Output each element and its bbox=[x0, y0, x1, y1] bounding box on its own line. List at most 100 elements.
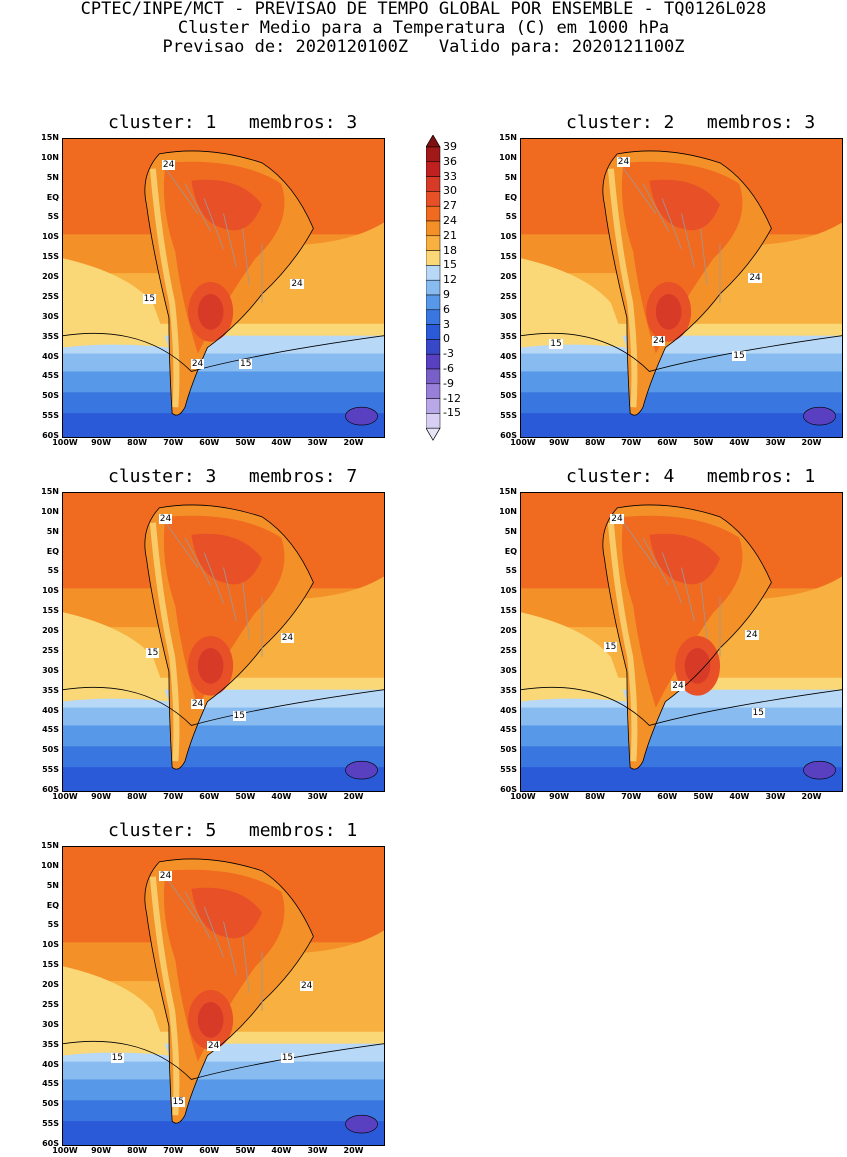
latitude-tick-label: 60S bbox=[42, 1139, 59, 1148]
latitude-tick-label: 15N bbox=[41, 133, 59, 142]
longitude-tick-label: 50W bbox=[235, 438, 256, 447]
longitude-tick-label: 70W bbox=[163, 792, 184, 801]
contour-label: 24 bbox=[616, 156, 631, 167]
latitude-tick-label: 55S bbox=[42, 411, 59, 421]
latitude-tick-label: 5S bbox=[505, 212, 517, 222]
latitude-tick-label: 45S bbox=[42, 725, 59, 735]
latitude-tick-label: 30S bbox=[500, 665, 517, 675]
longitude-tick-label: 50W bbox=[693, 438, 714, 447]
colorbar-label: 18 bbox=[443, 243, 457, 257]
colorbar-swatch bbox=[425, 161, 441, 177]
latitude-tick-label: 40S bbox=[500, 705, 517, 715]
contour-label: 15 bbox=[238, 359, 253, 370]
colorbar-swatch bbox=[425, 265, 441, 281]
longitude-tick-label: 60W bbox=[199, 438, 220, 447]
contour-label: 15 bbox=[549, 338, 563, 349]
latitude-tick-label: 20S bbox=[42, 272, 59, 282]
contour-label: 24 bbox=[190, 698, 205, 709]
colorbar-swatch bbox=[425, 368, 441, 385]
latitude-tick-label: 45S bbox=[500, 371, 517, 381]
latitude-tick-label: 60S bbox=[42, 431, 59, 440]
colorbar-label: 39 bbox=[443, 140, 457, 153]
header-line3: Previsao de: 2020120100Z Valido para: 20… bbox=[162, 37, 685, 57]
longitude-tick-label: 60W bbox=[657, 438, 678, 447]
colorbar-swatch bbox=[425, 146, 441, 163]
colorbar-label: -15 bbox=[443, 406, 461, 420]
contour-label: 15 bbox=[145, 647, 160, 658]
panel-title: cluster: 4 membros: 1 bbox=[566, 466, 816, 487]
header: CPTEC/INPE/MCT - PREVISAO DE TEMPO GLOBA… bbox=[0, 0, 847, 57]
latitude-tick-label: 25S bbox=[42, 645, 59, 655]
latitude-tick-label: 10N bbox=[41, 860, 59, 870]
contour-label: 24 bbox=[299, 981, 314, 992]
latitude-tick-label: 10N bbox=[41, 152, 59, 162]
latitude-tick-label: 35S bbox=[42, 331, 59, 341]
latitude-tick-label: 15S bbox=[42, 252, 59, 262]
longitude-tick-label: 90W bbox=[91, 792, 112, 801]
longitude-tick-label: 60W bbox=[657, 792, 678, 801]
longitude-tick-label: 80W bbox=[585, 792, 606, 801]
latitude-tick-label: 20S bbox=[500, 272, 517, 282]
contour-label: 15 bbox=[751, 707, 765, 718]
colorbar-swatch bbox=[425, 324, 441, 340]
colorbar-label: 24 bbox=[443, 214, 457, 227]
longitude-tick-label: 80W bbox=[585, 438, 606, 447]
latitude-tick-label: 35S bbox=[500, 331, 517, 341]
longitude-tick-label: 30W bbox=[765, 438, 786, 447]
map-svg bbox=[63, 847, 384, 1145]
colorbar-label: -6 bbox=[443, 362, 454, 375]
latitude-tick-label: 20S bbox=[500, 626, 517, 636]
colorbar-label: 15 bbox=[443, 258, 457, 272]
latitude-tick-label: 5N bbox=[504, 526, 517, 536]
longitude-tick-label: 50W bbox=[235, 1146, 256, 1155]
longitude-tick-label: 90W bbox=[91, 438, 112, 447]
colorbar-swatch bbox=[425, 383, 441, 399]
latitude-tick-label: 50S bbox=[42, 745, 59, 755]
longitude-tick-label: 100W bbox=[52, 792, 78, 801]
latitude-tick-label: 5S bbox=[47, 920, 59, 930]
latitude-tick-label: 45S bbox=[500, 725, 517, 735]
colorbar: 39 36 33 30 27 24 21 18 15 12 9 6 3 0 -3 -6 -9 -12 -15 bbox=[425, 134, 496, 449]
header-line1: CPTEC/INPE/MCT - PREVISAO DE TEMPO GLOBA… bbox=[80, 0, 767, 19]
latitude-tick-label: 30S bbox=[42, 665, 59, 675]
temperature-map bbox=[62, 138, 385, 438]
temperature-map bbox=[62, 846, 385, 1146]
colorbar-swatch bbox=[425, 309, 441, 325]
latitude-tick-label: 5N bbox=[46, 172, 59, 182]
colorbar-label: -3 bbox=[443, 347, 454, 361]
longitude-tick-label: 30W bbox=[765, 792, 786, 801]
latitude-tick-label: 5N bbox=[46, 880, 59, 890]
longitude-tick-label: 40W bbox=[271, 438, 292, 447]
colorbar-label: -12 bbox=[443, 391, 461, 405]
latitude-tick-label: 15N bbox=[499, 487, 517, 496]
temperature-map bbox=[62, 492, 385, 792]
latitude-tick-label: 15N bbox=[41, 487, 59, 496]
contour-label: 24 bbox=[610, 513, 624, 524]
contour-label: 24 bbox=[280, 633, 295, 644]
latitude-tick-label: 5S bbox=[505, 566, 517, 576]
colorbar-label: 30 bbox=[443, 184, 457, 198]
longitude-tick-label: 20W bbox=[343, 438, 364, 447]
longitude-tick-label: 20W bbox=[343, 792, 364, 801]
colorbar-label: 33 bbox=[443, 169, 457, 183]
colorbar-swatch bbox=[425, 176, 441, 192]
temperature-map bbox=[520, 138, 843, 438]
longitude-tick-label: 80W bbox=[127, 438, 148, 447]
contour-label: 24 bbox=[748, 273, 762, 284]
map-svg bbox=[521, 493, 842, 791]
contour-label: 15 bbox=[142, 293, 157, 304]
latitude-tick-label: 20S bbox=[42, 980, 59, 990]
panel-title: cluster: 3 membros: 7 bbox=[108, 466, 358, 487]
colorbar-swatch bbox=[425, 353, 441, 370]
longitude-tick-label: 60W bbox=[199, 792, 220, 801]
latitude-tick-label: 35S bbox=[42, 1039, 59, 1049]
latitude-tick-label: EQ bbox=[46, 900, 59, 910]
latitude-tick-label: 50S bbox=[42, 391, 59, 401]
latitude-tick-label: 15S bbox=[500, 252, 517, 262]
latitude-tick-label: 15S bbox=[42, 960, 59, 970]
longitude-tick-label: 80W bbox=[127, 1146, 148, 1155]
latitude-tick-label: 45S bbox=[42, 371, 59, 381]
colorbar-svg bbox=[425, 134, 441, 441]
latitude-tick-label: 50S bbox=[500, 391, 517, 401]
colorbar-label: 27 bbox=[443, 199, 457, 213]
